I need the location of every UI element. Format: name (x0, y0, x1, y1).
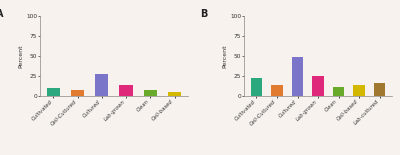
Bar (333, 87, 344, 96)
Bar (312, 76, 324, 96)
Bar (120, 85, 133, 96)
Bar (292, 57, 303, 96)
Bar (71, 90, 84, 96)
Bar (271, 85, 283, 96)
Text: A: A (0, 9, 3, 19)
Bar (251, 78, 262, 96)
Bar (168, 92, 181, 96)
Bar (47, 88, 60, 96)
Y-axis label: Percent: Percent (18, 44, 23, 68)
Bar (374, 83, 385, 96)
Bar (144, 91, 157, 96)
Bar (354, 85, 365, 96)
Y-axis label: Percent: Percent (222, 44, 228, 68)
Text: B: B (200, 9, 207, 19)
Bar (95, 73, 108, 96)
